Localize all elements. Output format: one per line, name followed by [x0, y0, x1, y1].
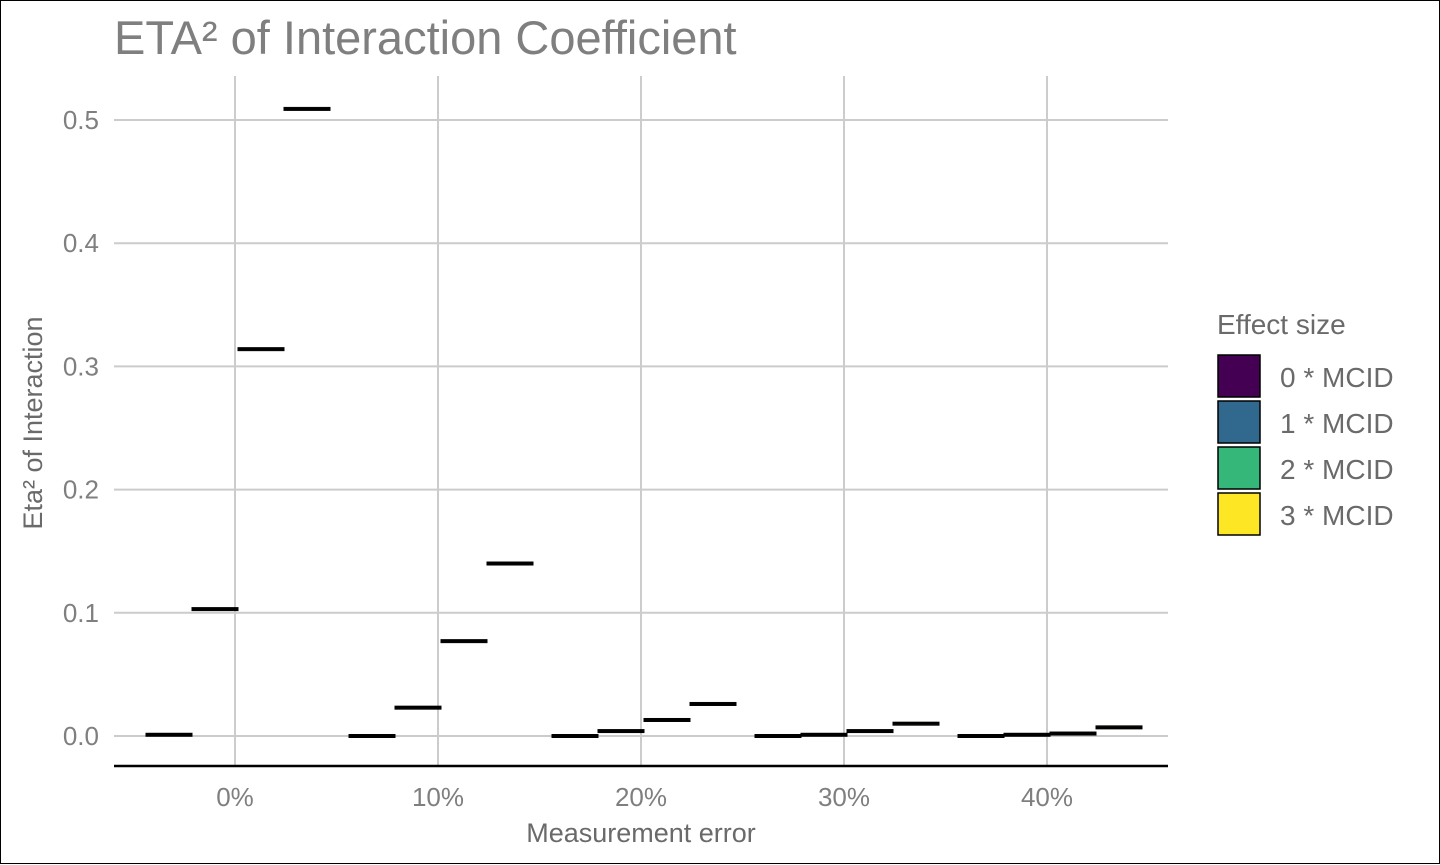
y-tick-label: 0.1: [63, 598, 99, 628]
y-tick-label: 0.3: [63, 351, 99, 381]
grid-layer: [114, 76, 1168, 766]
y-tick-label: 0.0: [63, 721, 99, 751]
legend: Effect size 0 * MCID 1 * MCID 2 * MCID 3 * …: [1217, 309, 1394, 536]
axes-layer: 0.0 0.1 0.2 0.3 0.4 0.5 0% 10% 20% 30% 40%: [63, 105, 1168, 812]
legend-label-1: 1 * MCID: [1280, 408, 1394, 439]
y-tick-label: 0.4: [63, 228, 99, 258]
y-tick-label: 0.5: [63, 105, 99, 135]
legend-label-3: 3 * MCID: [1280, 500, 1394, 531]
x-tick-label: 20%: [615, 782, 667, 812]
x-tick-label: 40%: [1021, 782, 1073, 812]
marks-layer: [145, 106, 1143, 738]
legend-label-0: 0 * MCID: [1280, 362, 1394, 393]
x-tick-label: 30%: [818, 782, 870, 812]
legend-key-1: [1217, 400, 1261, 444]
chart-title: ETA² of Interaction Coefficient: [114, 11, 737, 64]
x-axis-title: Measurement error: [526, 818, 756, 848]
x-tick-label: 0%: [216, 782, 254, 812]
legend-title: Effect size: [1217, 309, 1346, 340]
y-tick-label: 0.2: [63, 475, 99, 505]
legend-key-3: [1217, 492, 1261, 536]
y-axis-title: Eta² of Interaction: [18, 316, 48, 529]
legend-key-0: [1217, 354, 1261, 398]
legend-label-2: 2 * MCID: [1280, 454, 1394, 485]
x-tick-label: 10%: [412, 782, 464, 812]
legend-key-2: [1217, 446, 1261, 490]
